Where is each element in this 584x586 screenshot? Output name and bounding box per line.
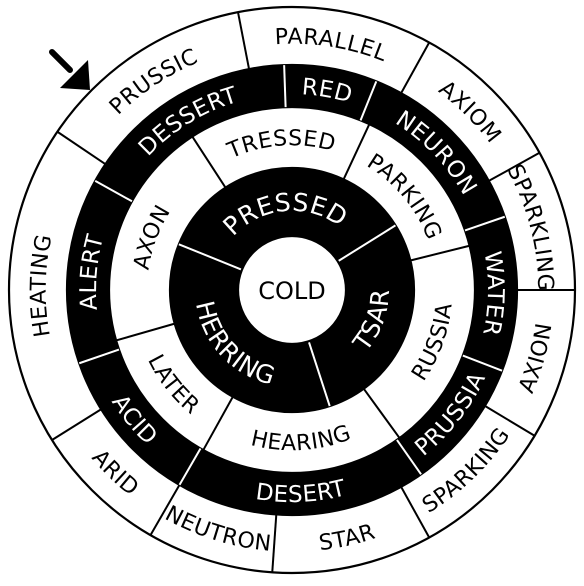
ring-3-divider xyxy=(283,65,287,108)
ring-2-divider xyxy=(202,396,234,451)
ring-3-divider xyxy=(396,439,422,475)
ring-4-divider xyxy=(488,151,541,182)
ring-2-divider xyxy=(191,135,227,189)
ring-4-divider xyxy=(149,484,181,536)
ring-4-divider xyxy=(484,405,536,437)
ring-3-divider xyxy=(359,81,378,121)
ring-3-divider xyxy=(178,447,202,486)
ring-1-divider xyxy=(337,224,396,263)
ring-3-divider xyxy=(464,215,506,232)
ring-4-divider xyxy=(400,486,431,539)
ring-3-divider xyxy=(462,354,503,372)
center-word: COLD xyxy=(258,277,326,305)
ring-2-divider xyxy=(115,322,176,342)
ring-4-divider xyxy=(400,41,431,94)
ring-3-word: WATER xyxy=(477,250,508,338)
center-circle xyxy=(236,234,348,346)
ring-4-divider xyxy=(237,12,251,70)
ring-4-divider xyxy=(56,130,107,166)
ring-4-divider xyxy=(271,514,278,573)
ring-1-divider xyxy=(178,243,243,271)
arrow-pointer-icon xyxy=(49,49,90,90)
ring-1-divider xyxy=(307,341,331,407)
ring-4-divider xyxy=(51,408,102,441)
ring-3-divider xyxy=(78,348,120,365)
ring-2-divider xyxy=(342,123,371,180)
ring-3-divider xyxy=(94,180,133,203)
ring-2-divider xyxy=(362,388,401,439)
ring-2-divider xyxy=(410,244,470,262)
